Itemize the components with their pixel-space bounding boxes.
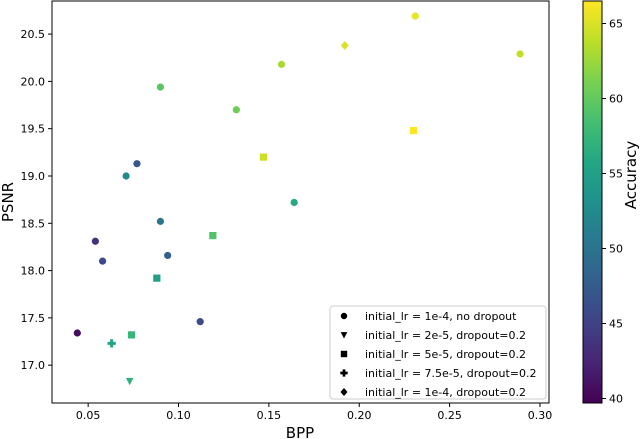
- legend: initial_lr = 1e-4, no dropout initial_lr …: [329, 305, 547, 400]
- data-point-square-2-1: [153, 274, 161, 282]
- data-point-circle-0-0: [73, 329, 81, 337]
- y-tick-label-2: 18.0: [21, 265, 46, 278]
- x-axis: 0.05 0.10 0.15 0.20 0.25 0.30: [76, 403, 552, 422]
- colorbar-gradient: [583, 1, 602, 403]
- data-point-square-2-3: [259, 153, 268, 161]
- colorbar-frame: [582, 0, 603, 404]
- data-point-plus-3-0: [107, 339, 116, 348]
- y-axis: 17.0 17.5 18.0 18.5 19.0 19.5 20.0 20.5: [21, 28, 52, 372]
- y-axis-title: PSNR: [0, 182, 17, 222]
- plot-frame: [51, 0, 550, 404]
- data-point-circle-0-11: [290, 198, 298, 207]
- data-point-square-2-0: [127, 331, 136, 339]
- legend-label-3: initial_lr = 7.5e-5, dropout=0.2: [365, 367, 536, 380]
- colorbar-tick-label-3: 55: [609, 168, 623, 181]
- x-tick-label-0: 0.05: [76, 409, 101, 422]
- legend-marker-diamond: [340, 388, 348, 396]
- legend-label-4: initial_lr = 1e-4, dropout=0.2: [365, 386, 526, 399]
- colorbar-tick-label-1: 45: [609, 318, 623, 331]
- x-axis-title: BPP: [286, 424, 314, 439]
- y-tick-label-4: 19.0: [21, 170, 46, 183]
- data-point-circle-0-1: [91, 237, 99, 245]
- colorbar-tick-label-5: 65: [609, 18, 623, 31]
- x-tick-label-2: 0.15: [257, 409, 282, 422]
- data-point-circle-0-7: [164, 251, 172, 260]
- data-point-circle-0-6: [156, 217, 165, 225]
- y-tick-label-3: 18.5: [21, 217, 46, 230]
- colorbar-tick-label-2: 50: [609, 243, 623, 256]
- legend-marker-plus: [340, 369, 348, 377]
- x-tick-label-3: 0.20: [347, 409, 372, 422]
- data-point-circle-0-5: [156, 83, 165, 91]
- y-tick-label-0: 17.0: [21, 359, 46, 372]
- data-point-circle-0-12: [411, 12, 419, 20]
- data-point-circle-0-3: [122, 172, 130, 180]
- x-tick-label-1: 0.10: [166, 409, 191, 422]
- legend-label-1: initial_lr = 2e-5, dropout=0.2: [365, 329, 526, 342]
- colorbar: 40 45 50 55 60 65: [582, 0, 623, 406]
- data-point-circle-0-2: [99, 257, 107, 265]
- x-tick-label-4: 0.25: [437, 409, 462, 422]
- colorbar-label: Accuracy: [622, 141, 640, 210]
- legend-marker-square: [340, 350, 348, 358]
- legend-label-2: initial_lr = 5e-5, dropout=0.2: [365, 348, 526, 361]
- x-tick-label-5: 0.30: [528, 409, 553, 422]
- data-point-circle-0-9: [232, 106, 240, 114]
- data-point-circle-0-8: [196, 318, 204, 326]
- legend-box: [329, 305, 547, 400]
- data-point-triangle-down-1-0: [125, 378, 134, 386]
- y-tick-label-5: 19.5: [21, 123, 46, 136]
- data-point-square-2-2: [209, 231, 217, 240]
- data-point-diamond-4-0: [340, 40, 349, 50]
- y-tick-label-1: 17.5: [21, 312, 46, 325]
- legend-marker-triangle-down: [340, 332, 348, 339]
- legend-marker-circle: [340, 312, 348, 320]
- data-point-square-2-4: [409, 126, 418, 135]
- y-tick-label-6: 20.0: [21, 75, 46, 88]
- y-tick-label-7: 20.5: [21, 28, 46, 41]
- data-point-circle-0-13: [516, 50, 524, 58]
- data-points: [73, 12, 524, 386]
- legend-label-0: initial_lr = 1e-4, no dropout: [365, 310, 517, 323]
- data-point-circle-0-10: [277, 60, 286, 68]
- colorbar-tick-label-0: 40: [609, 393, 623, 406]
- data-point-circle-0-4: [133, 160, 141, 168]
- colorbar-tick-label-4: 60: [609, 93, 623, 106]
